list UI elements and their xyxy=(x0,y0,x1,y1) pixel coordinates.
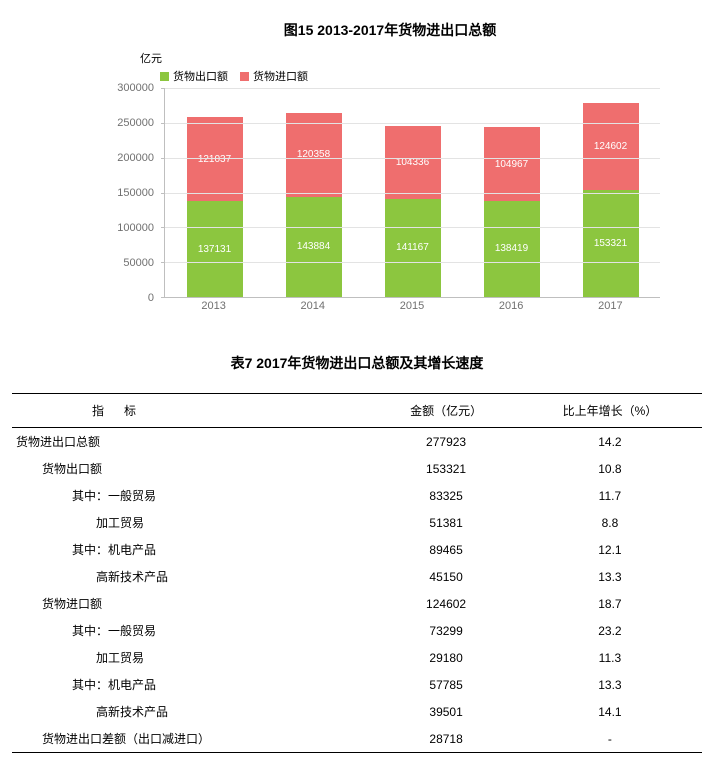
cell-amount: 29180 xyxy=(374,644,518,671)
cell-amount: 83325 xyxy=(374,482,518,509)
cell-growth: 23.2 xyxy=(518,617,702,644)
cell-growth: 11.7 xyxy=(518,482,702,509)
y-tick-mark xyxy=(161,297,165,298)
y-tick-label: 100000 xyxy=(117,222,154,234)
cell-indicator: 其中：一般贸易 xyxy=(12,482,374,509)
col-amount: 金额（亿元） xyxy=(374,394,518,428)
cell-amount: 28718 xyxy=(374,725,518,753)
bar-segment-export: 143884 xyxy=(286,197,342,297)
y-tick-label: 50000 xyxy=(123,257,154,269)
legend-item: 货物进口额 xyxy=(240,68,308,84)
cell-indicator: 货物进口额 xyxy=(12,590,374,617)
table-row: 加工贸易2918011.3 xyxy=(12,644,702,671)
cell-indicator: 其中：一般贸易 xyxy=(12,617,374,644)
bar-segment-import: 104967 xyxy=(484,127,540,200)
table-row: 加工贸易513818.8 xyxy=(12,509,702,536)
table-row: 货物进出口总额27792314.2 xyxy=(12,428,702,456)
plot-area: 121037137131 120358143884 104336141167 1049… xyxy=(164,88,660,298)
bar-segment-import: 120358 xyxy=(286,113,342,197)
chart-title: 图15 2013-2017年货物进出口总额 xyxy=(90,20,690,40)
bar-segment-export: 153321 xyxy=(583,190,639,297)
cell-indicator: 其中：机电产品 xyxy=(12,671,374,698)
cell-growth: 10.8 xyxy=(518,455,702,482)
cell-amount: 73299 xyxy=(374,617,518,644)
bar-segment-import: 124602 xyxy=(583,103,639,190)
cell-indicator: 货物进出口差额（出口减进口） xyxy=(12,725,374,753)
cell-indicator: 货物进出口总额 xyxy=(12,428,374,456)
table-row: 高新技术产品3950114.1 xyxy=(12,698,702,725)
table-row: 其中：一般贸易8332511.7 xyxy=(12,482,702,509)
y-axis-unit: 亿元 xyxy=(140,50,690,66)
x-tick-label: 2014 xyxy=(285,300,341,318)
legend-label: 货物进口额 xyxy=(253,68,308,84)
legend-item: 货物出口额 xyxy=(160,68,228,84)
y-tick-label: 200000 xyxy=(117,152,154,164)
y-tick-label: 300000 xyxy=(117,82,154,94)
x-axis: 2013 2014 2015 2016 2017 xyxy=(164,300,660,318)
x-tick-label: 2017 xyxy=(582,300,638,318)
cell-growth: - xyxy=(518,725,702,753)
cell-growth: 13.3 xyxy=(518,563,702,590)
x-tick-label: 2016 xyxy=(483,300,539,318)
cell-growth: 13.3 xyxy=(518,671,702,698)
cell-indicator: 货物出口额 xyxy=(12,455,374,482)
stacked-bar-chart: 图15 2013-2017年货物进出口总额 亿元 货物出口额 货物进口额 0 500… xyxy=(80,10,700,328)
chart-legend: 货物出口额 货物进口额 xyxy=(160,68,690,84)
chart-plot: 050000100000150000200000250000300000 121… xyxy=(110,88,670,318)
cell-amount: 153321 xyxy=(374,455,518,482)
table-row: 其中：机电产品8946512.1 xyxy=(12,536,702,563)
cell-amount: 45150 xyxy=(374,563,518,590)
col-growth: 比上年增长（%） xyxy=(518,394,702,428)
grid-line xyxy=(165,227,660,228)
cell-amount: 57785 xyxy=(374,671,518,698)
bar-segment-import: 121037 xyxy=(187,117,243,201)
cell-growth: 14.2 xyxy=(518,428,702,456)
cell-growth: 11.3 xyxy=(518,644,702,671)
cell-amount: 39501 xyxy=(374,698,518,725)
y-tick-label: 0 xyxy=(148,292,154,304)
bar-segment-import: 104336 xyxy=(385,126,441,199)
table-row: 货物出口额15332110.8 xyxy=(12,455,702,482)
table-row: 货物进出口差额（出口减进口）28718- xyxy=(12,725,702,753)
table-body: 货物进出口总额27792314.2货物出口额15332110.8其中：一般贸易8… xyxy=(12,428,702,753)
table-row: 其中：一般贸易7329923.2 xyxy=(12,617,702,644)
bar-segment-export: 137131 xyxy=(187,201,243,297)
cell-indicator: 高新技术产品 xyxy=(12,698,374,725)
cell-growth: 8.8 xyxy=(518,509,702,536)
cell-indicator: 高新技术产品 xyxy=(12,563,374,590)
cell-indicator: 加工贸易 xyxy=(12,644,374,671)
grid-line xyxy=(165,262,660,263)
table-row: 高新技术产品4515013.3 xyxy=(12,563,702,590)
bar-segment-export: 138419 xyxy=(484,201,540,297)
cell-growth: 12.1 xyxy=(518,536,702,563)
table-row: 其中：机电产品5778513.3 xyxy=(12,671,702,698)
table-row: 货物进口额12460218.7 xyxy=(12,590,702,617)
x-tick-label: 2013 xyxy=(186,300,242,318)
data-table: 指标 金额（亿元） 比上年增长（%） 货物进出口总额27792314.2货物出口… xyxy=(12,393,702,753)
cell-amount: 124602 xyxy=(374,590,518,617)
table-title: 表7 2017年货物进出口总额及其增长速度 xyxy=(0,353,714,373)
cell-indicator: 加工贸易 xyxy=(12,509,374,536)
cell-growth: 18.7 xyxy=(518,590,702,617)
grid-line xyxy=(165,158,660,159)
y-tick-label: 250000 xyxy=(117,117,154,129)
y-axis: 050000100000150000200000250000300000 xyxy=(110,88,160,298)
cell-amount: 51381 xyxy=(374,509,518,536)
grid-line xyxy=(165,193,660,194)
cell-amount: 89465 xyxy=(374,536,518,563)
cell-indicator: 其中：机电产品 xyxy=(12,536,374,563)
legend-swatch xyxy=(160,72,169,81)
legend-label: 货物出口额 xyxy=(173,68,228,84)
y-tick-label: 150000 xyxy=(117,187,154,199)
col-indicator: 指标 xyxy=(12,394,374,428)
bar-segment-export: 141167 xyxy=(385,199,441,297)
x-tick-label: 2015 xyxy=(384,300,440,318)
cell-growth: 14.1 xyxy=(518,698,702,725)
grid-line xyxy=(165,88,660,89)
legend-swatch xyxy=(240,72,249,81)
cell-amount: 277923 xyxy=(374,428,518,456)
table-header-row: 指标 金额（亿元） 比上年增长（%） xyxy=(12,394,702,428)
grid-line xyxy=(165,123,660,124)
